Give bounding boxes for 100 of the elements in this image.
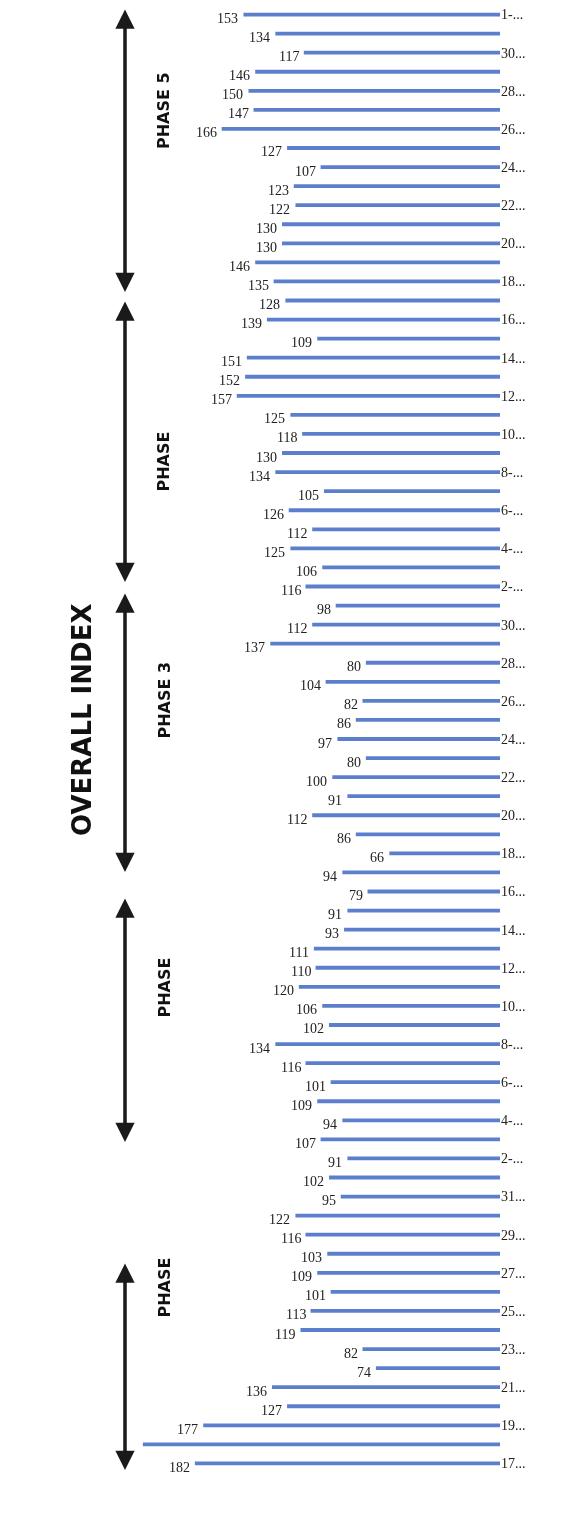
bar [303,50,500,55]
bar [320,1137,500,1142]
y-tick-label: 12... [501,960,526,976]
data-label: 80 [347,755,361,770]
bar [288,508,500,513]
data-label: 79 [349,888,363,903]
data-label: 128 [259,297,280,312]
bar [270,641,500,646]
bar [282,451,500,455]
data-label: 134 [249,469,270,484]
bar [295,1213,500,1218]
bar [355,832,500,837]
bar [320,165,500,169]
bar [275,470,500,474]
bar [275,31,500,36]
bar [342,1118,500,1123]
bar [305,1232,500,1237]
data-label: 122 [269,1212,290,1227]
data-label: 139 [241,316,262,331]
y-tick-label: 6-... [501,503,524,519]
data-label: 109 [291,335,312,350]
data-label: 110 [291,964,312,979]
bar [315,965,500,970]
data-label: 106 [296,1002,317,1017]
data-label: 134 [249,1041,270,1056]
bar [287,146,500,150]
data-label: 125 [264,545,285,560]
bar [282,241,500,246]
data-label: 150 [222,87,243,102]
text: OVERALL INDEX [67,603,97,836]
annotation: PHASE [153,431,173,492]
y-tick-label: 4-... [501,1113,524,1129]
bar [271,1385,500,1390]
y-tick-label: 20... [501,808,526,824]
data-label: 80 [347,659,361,674]
data-label: 130 [256,221,277,236]
bar [325,679,500,684]
bar [337,737,500,741]
bar [295,203,500,208]
data-label: 112 [287,621,308,636]
data-label: 177 [177,1422,198,1437]
bar [313,946,500,951]
data-label: 94 [323,869,337,884]
data-label: 82 [344,697,358,712]
data-label: 118 [277,430,298,445]
y-tick-label: 18... [501,274,526,290]
bar [287,1404,500,1409]
data-label: 91 [328,907,342,922]
data-label: 102 [303,1021,324,1036]
data-label: 130 [256,240,277,255]
data-label: 93 [325,926,339,941]
data-label: 120 [273,983,294,998]
y-tick-label: 25... [501,1303,526,1319]
bar [317,336,500,341]
y-tick-label: 22... [501,770,526,786]
data-label: 103 [301,1250,322,1265]
data-label: 127 [261,144,282,159]
bar [344,927,500,932]
y-tick-label: 22... [501,198,526,214]
y-tick-label: 28... [501,83,526,99]
data-label: 74 [357,1365,371,1380]
data-label: 152 [219,373,240,388]
y-tick-label: 2-... [501,579,524,595]
bar [375,1366,500,1371]
bar [282,222,500,227]
y-tick-label: 31... [501,1189,526,1205]
y-tick-label: 12... [501,388,526,404]
data-label: 86 [337,716,351,731]
data-label: 130 [256,450,277,465]
data-label: 105 [298,488,319,503]
bar [322,1004,500,1008]
data-label: 106 [296,564,317,579]
bar [317,1270,500,1275]
bar [300,1328,500,1332]
bar [347,794,500,799]
y-tick-label: 10... [501,998,526,1014]
y-tick-label: 21... [501,1380,526,1396]
annotation: PHASE [154,1257,174,1318]
bar [248,88,500,93]
bar [302,432,500,436]
data-label: 182 [169,1460,190,1475]
y-tick-label: 18... [501,846,526,862]
bar [330,1289,500,1294]
bar [323,489,500,494]
y-tick-label: 28... [501,655,526,671]
bar [275,1042,500,1046]
y-tick-label: 17... [501,1456,526,1472]
bar [236,393,500,398]
bar [362,1347,500,1351]
data-label: 146 [229,259,250,274]
data-label: 157 [211,392,232,407]
annotation: PHASE [154,957,174,1018]
data-label: 107 [295,164,316,179]
y-tick-label: 1-... [501,7,524,23]
data-label: 111 [289,945,309,960]
bar [290,546,500,551]
data-label: 126 [263,507,284,522]
bar [330,1080,500,1085]
y-tick-label: 20... [501,236,526,252]
y-tick-label: 8-... [501,464,524,480]
